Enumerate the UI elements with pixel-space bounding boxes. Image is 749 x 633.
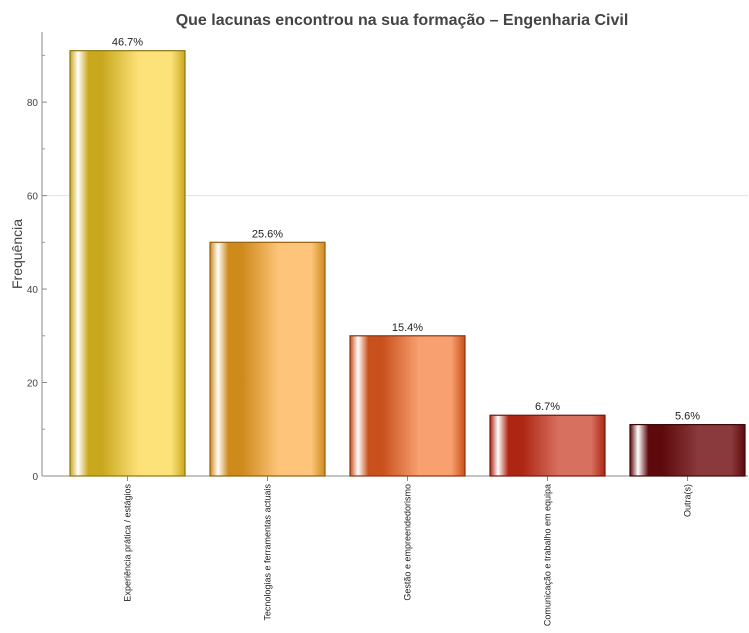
category-label: Gestão e empreendedorismo	[403, 484, 413, 601]
data-label: 5.6%	[675, 411, 700, 423]
y-tick-label: 80	[27, 98, 39, 109]
category-label: Tecnologias e ferramentas actuais	[263, 484, 273, 621]
category-label: Comunicação e trabalho em equipa	[543, 484, 553, 626]
data-label: 15.4%	[392, 322, 423, 334]
y-tick-label: 60	[27, 192, 39, 203]
bar	[349, 335, 466, 477]
y-tick-label: 20	[27, 379, 39, 390]
y-tick-label: 0	[32, 472, 38, 483]
y-tick-label: 40	[27, 285, 39, 296]
chart-title: Que lacunas encontrou na sua formação – …	[176, 12, 629, 29]
label-layer: 46.7% Experiência prática / estágios 25.6%…	[112, 37, 700, 626]
bar-layer	[69, 50, 746, 477]
category-label: Outra(s)	[683, 484, 693, 517]
data-label: 46.7%	[112, 37, 143, 49]
category-label: Experiência prática / estágios	[123, 484, 133, 602]
data-label: 25.6%	[252, 228, 283, 240]
y-axis-label: Frequência	[9, 219, 25, 289]
bar	[489, 414, 606, 477]
bar	[209, 241, 326, 477]
bar	[69, 50, 186, 477]
bar	[629, 423, 746, 477]
data-label: 6.7%	[535, 401, 560, 413]
